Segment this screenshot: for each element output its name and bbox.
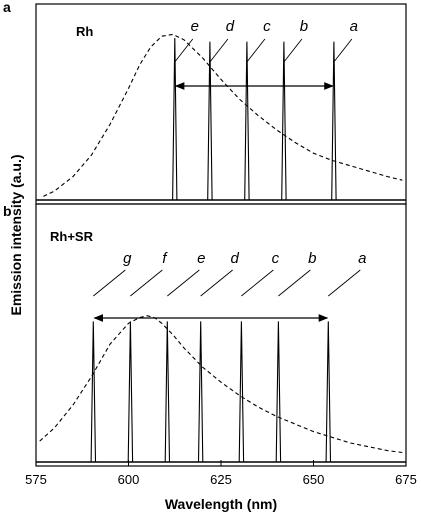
panel-b-peak-b-leader [278,269,311,297]
x-axis-ticks: 575 600 625 650 675 [25,460,417,487]
panel-b-peak-d-leader [200,269,233,297]
panel-a-peak-b-leader [283,38,303,63]
panel-b-peak-b [275,321,282,463]
panel-b-sample-label: Rh+SR [50,229,94,244]
panel-b-peak-f [127,321,134,463]
x-axis-title: Wavelength (nm) [165,496,277,512]
panel-a-peak-e-label: e [191,18,199,35]
x-tick-label-600: 600 [118,472,140,487]
panel-b-peak-f-leader [130,269,163,297]
panel-a-peak-a-leader [333,38,353,63]
panel-a-peak-d [207,41,213,201]
panel-b-peak-c-label: c [272,250,280,267]
panel-a-peak-d-label: d [226,18,235,35]
panel-a-peak-e [172,37,178,201]
panel-b-peak-b-label: b [308,250,316,267]
x-tick-label-575: 575 [25,472,47,487]
x-tick-label-675: 675 [395,472,417,487]
panel-a-sample-label: Rh [76,24,93,39]
panel-b-peak-g-label: g [123,250,132,267]
panel-b-peak-c [238,321,245,463]
panel-a-peak-a-label: a [350,18,358,35]
panel-b-peak-e [164,321,171,463]
panel-a-peak-b-label: b [300,18,308,35]
panel-b-peak-d [197,321,204,463]
panel-b-peak-a [325,321,332,463]
panel-b-peak-a-label: a [358,250,366,267]
panel-b-peak-e-leader [167,269,200,297]
panel-b-peak-g-leader [93,269,126,297]
panel-a-letter: a [3,0,11,15]
panel-a-broad-emission-curve [43,33,403,197]
panel-b-peak-c-leader [241,269,274,297]
x-tick-label-625: 625 [210,472,232,487]
panel-a-peak-a [331,41,337,201]
panel-a-peak-c [244,41,250,201]
panel-b-peak-d-label: d [230,250,239,267]
x-tick-label-650: 650 [303,472,325,487]
panel-b-peak-e-label: e [197,250,205,267]
panel-a-peak-d-leader [209,38,229,63]
panel-a-peak-c-label: c [263,18,271,35]
panel-b-peak-g [90,321,97,463]
panel-b-broad-emission-curve [39,315,403,454]
y-axis-title: Emission intensity (a.u.) [8,154,24,315]
panel-a-peak-b [281,41,287,201]
panel-b-letter: b [3,203,12,219]
panel-b-peak-f-label: f [162,250,168,267]
panel-a-peak-e-leader [174,38,194,63]
panel-b-peak-a-leader [328,269,361,297]
panel-a-peak-c-leader [246,38,266,63]
